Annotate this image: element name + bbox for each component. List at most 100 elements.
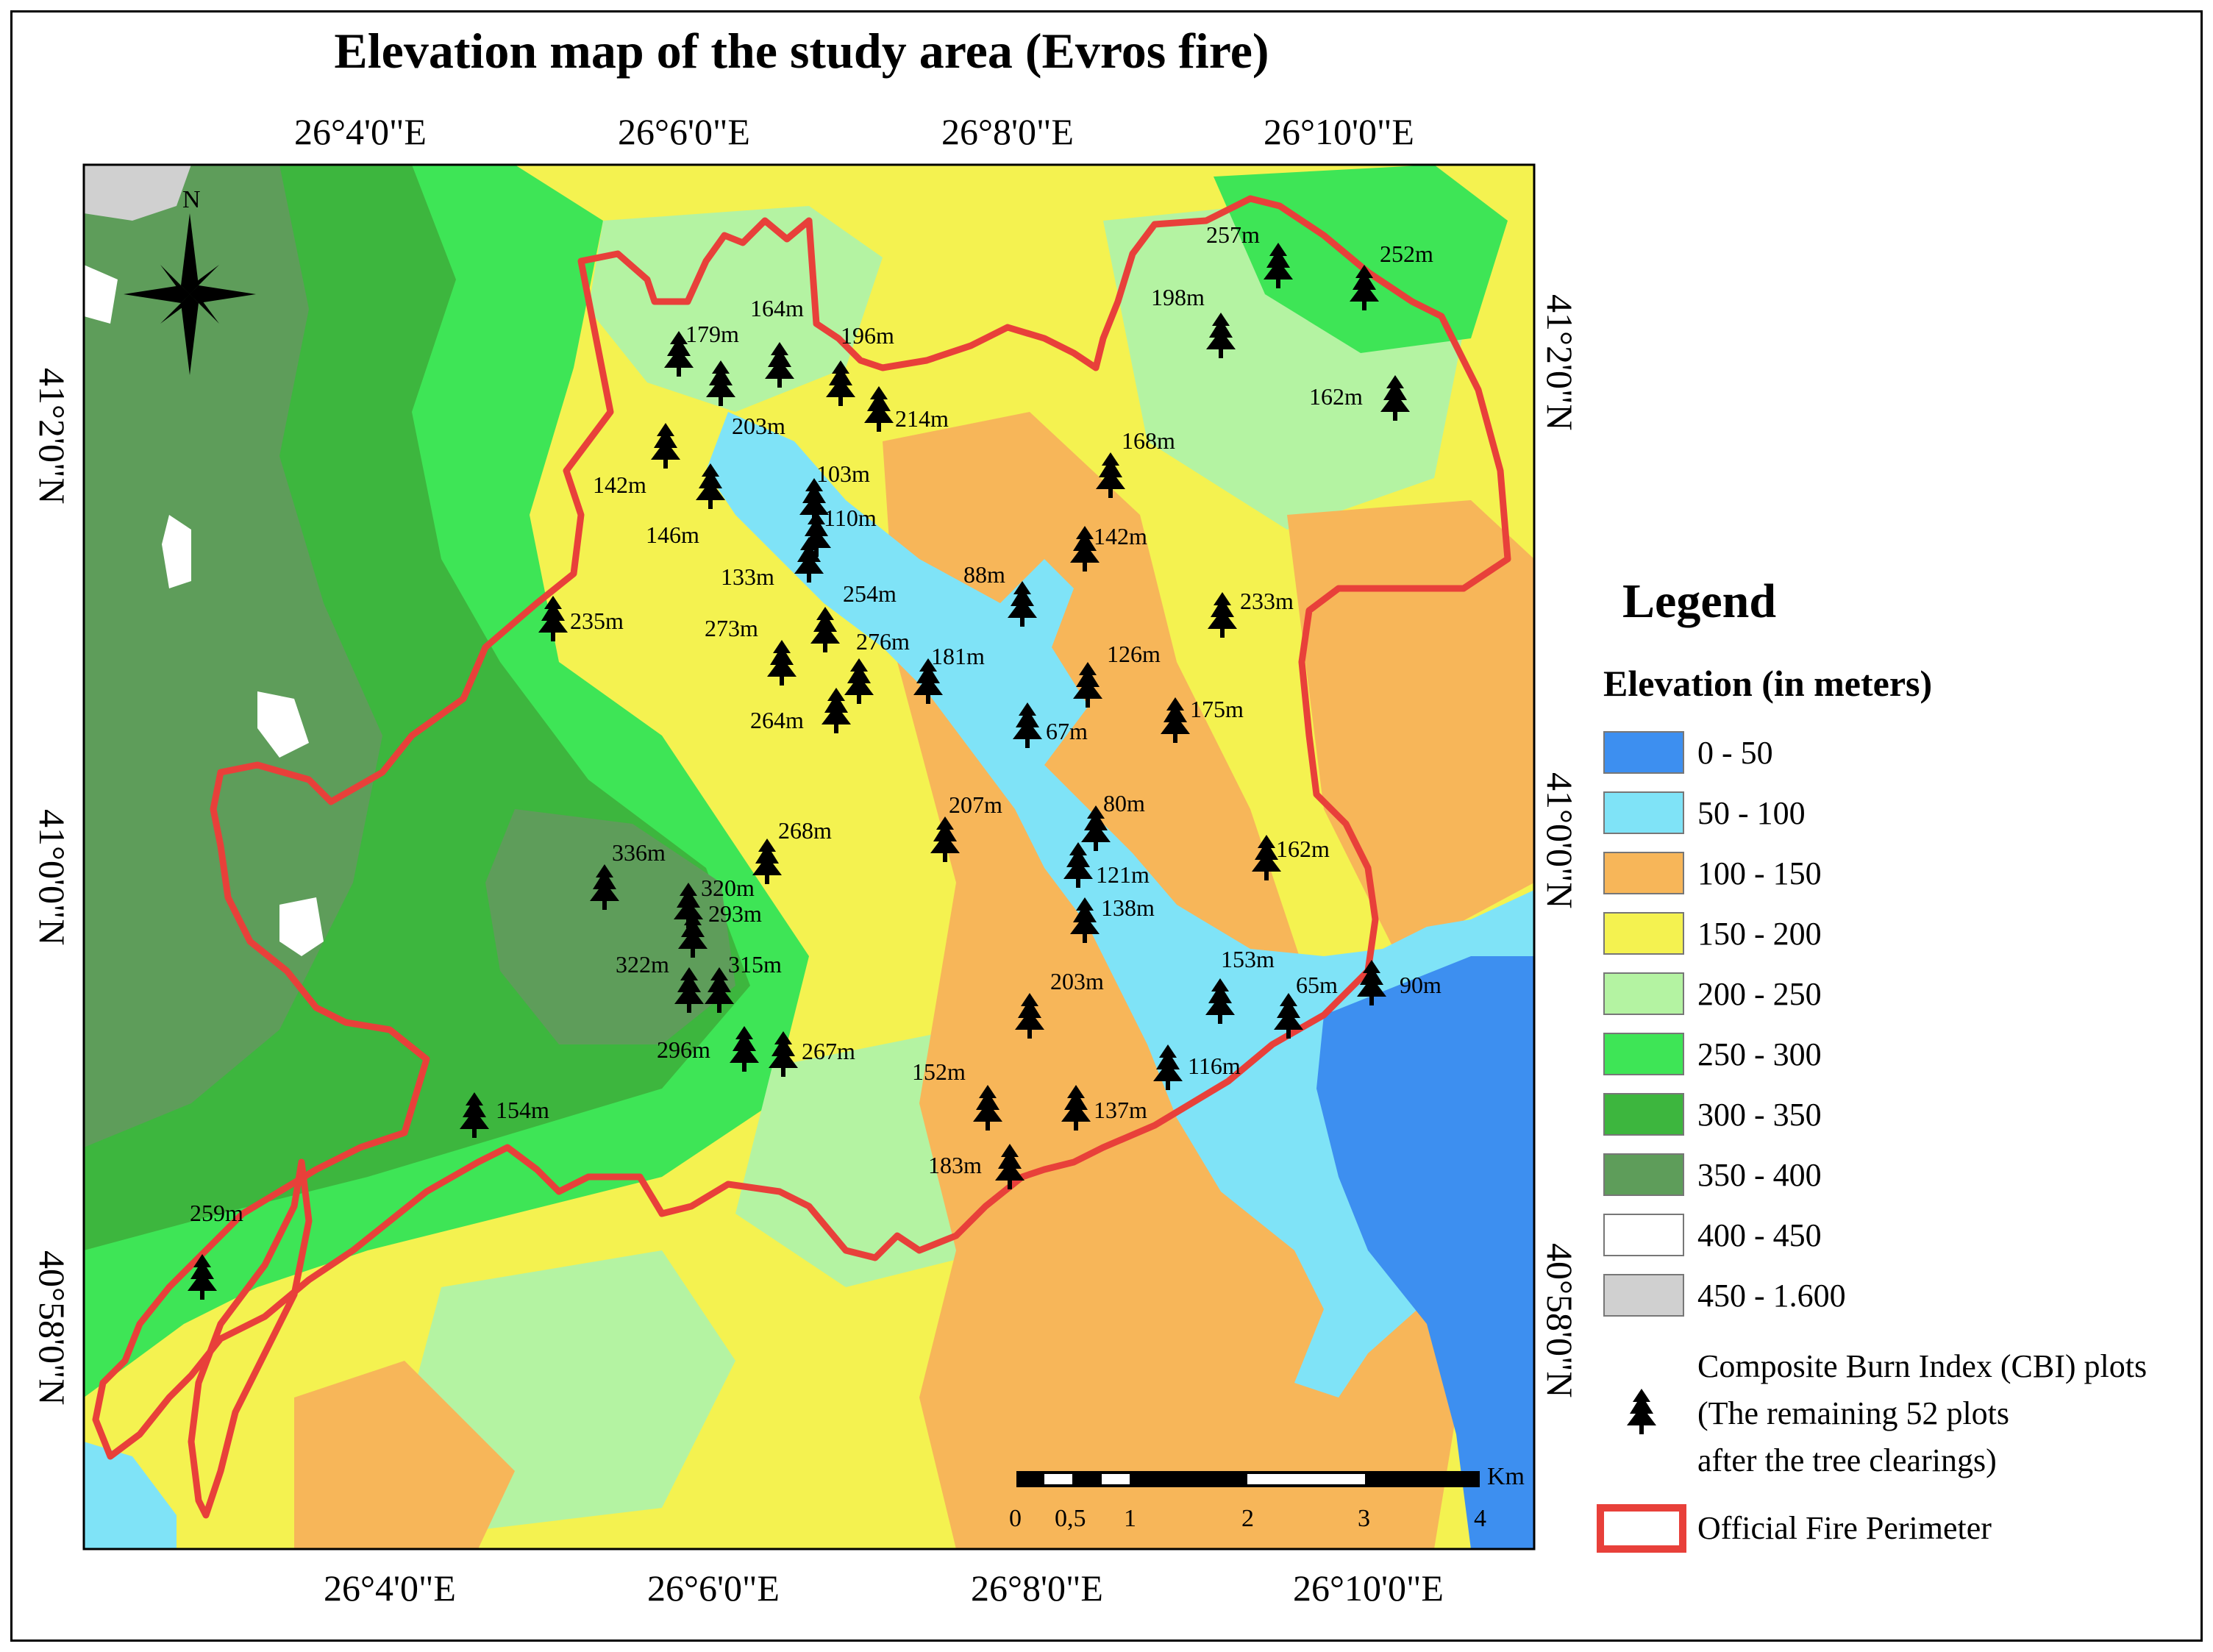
legend-class-label: 300 - 350 bbox=[1697, 1097, 1822, 1133]
scale-unit: Km bbox=[1487, 1463, 1525, 1490]
plot-label: 179m bbox=[685, 321, 739, 347]
plot-label: 203m bbox=[732, 413, 785, 439]
bottom-lon-label: 26°6'0"E bbox=[647, 1567, 780, 1609]
plot-label: 175m bbox=[1190, 696, 1244, 722]
legend-swatch bbox=[1603, 1274, 1684, 1317]
plot-label: 133m bbox=[721, 563, 774, 590]
tree-icon bbox=[1627, 1389, 1656, 1434]
plot-label: 196m bbox=[841, 322, 894, 349]
bottom-lon-label: 26°10'0"E bbox=[1293, 1567, 1444, 1609]
plot-label: 181m bbox=[931, 643, 985, 669]
legend-class-label: 0 - 50 bbox=[1697, 735, 1773, 771]
plot-label: 254m bbox=[843, 580, 897, 607]
plot-label: 116m bbox=[1188, 1053, 1241, 1079]
plot-label: 88m bbox=[963, 561, 1005, 588]
plot-label: 276m bbox=[856, 628, 910, 655]
plot-label: 146m bbox=[646, 521, 699, 548]
legend-elevation-title: Elevation (in meters) bbox=[1603, 663, 1933, 704]
plot-label: 153m bbox=[1221, 946, 1275, 972]
plot-label: 296m bbox=[657, 1036, 710, 1063]
plot-label: 183m bbox=[928, 1152, 982, 1178]
legend-title: Legend bbox=[1622, 574, 1777, 628]
plot-label: 267m bbox=[802, 1038, 855, 1064]
plot-label: 252m bbox=[1380, 241, 1433, 267]
bottom-lon-label: 26°8'0"E bbox=[971, 1567, 1103, 1609]
legend-class-label: 250 - 300 bbox=[1697, 1036, 1822, 1072]
scale-bar: 0 0,5 1 2 3 4 Km bbox=[1009, 1463, 1525, 1532]
plot-label: 315m bbox=[728, 951, 782, 978]
legend-class-label: 50 - 100 bbox=[1697, 795, 1806, 831]
plot-label: 121m bbox=[1096, 861, 1150, 888]
plot-label: 152m bbox=[912, 1058, 966, 1085]
legend-class-label: 100 - 150 bbox=[1697, 855, 1822, 891]
plot-label: 322m bbox=[616, 951, 669, 978]
plot-label: 110m bbox=[824, 505, 877, 531]
plot-label: 168m bbox=[1122, 427, 1175, 454]
plot-label: 320m bbox=[701, 875, 755, 901]
plot-label: 154m bbox=[496, 1097, 549, 1123]
top-lon-label: 26°4'0"E bbox=[294, 111, 427, 152]
plot-label: 142m bbox=[1094, 523, 1147, 549]
north-arrow-compass-icon: N bbox=[124, 186, 256, 375]
perimeter-legend-swatch bbox=[1597, 1504, 1686, 1553]
plot-label: 214m bbox=[895, 405, 949, 432]
legend-class-label: 450 - 1.600 bbox=[1697, 1278, 1846, 1314]
legend-cbi-label: Composite Burn Index (CBI) plots (The re… bbox=[1697, 1343, 2147, 1484]
plot-label: 233m bbox=[1240, 588, 1294, 614]
plot-label: 80m bbox=[1103, 790, 1145, 816]
plot-label: 207m bbox=[949, 791, 1002, 818]
plot-label: 126m bbox=[1107, 641, 1161, 667]
plot-label: 103m bbox=[816, 460, 870, 487]
legend-swatch bbox=[1603, 1153, 1684, 1196]
plot-label: 268m bbox=[778, 817, 832, 844]
plot-label: 90m bbox=[1400, 972, 1442, 998]
scale-tick: 2 bbox=[1241, 1505, 1254, 1532]
plot-label: 162m bbox=[1276, 836, 1330, 862]
bottom-lon-label: 26°4'0"E bbox=[324, 1567, 456, 1609]
plot-label: 138m bbox=[1101, 894, 1155, 921]
map-frame bbox=[10, 10, 2203, 1642]
legend-swatch bbox=[1603, 972, 1684, 1015]
scale-tick: 3 bbox=[1358, 1505, 1370, 1532]
plot-label: 137m bbox=[1094, 1097, 1147, 1123]
legend-swatch bbox=[1603, 1093, 1684, 1136]
cbi-plot-markers: 257m 252m 198m 179m 164m 196m 162m 203m … bbox=[188, 221, 1442, 1300]
legend-class-label: 150 - 200 bbox=[1697, 916, 1822, 952]
legend-swatch bbox=[1603, 1214, 1684, 1256]
legend-swatch bbox=[1603, 852, 1684, 894]
map-title: Elevation map of the study area (Evros f… bbox=[334, 23, 1269, 79]
legend-class-label: 200 - 250 bbox=[1697, 976, 1822, 1012]
plot-label: 142m bbox=[593, 471, 646, 498]
legend-cbi-line: (The remaining 52 plots bbox=[1697, 1395, 2010, 1431]
top-lon-label: 26°6'0"E bbox=[618, 111, 750, 152]
plot-label: 235m bbox=[570, 608, 624, 634]
plot-label: 164m bbox=[750, 295, 804, 321]
legend-cbi-line: Composite Burn Index (CBI) plots bbox=[1697, 1348, 2148, 1384]
legend-class-label: 350 - 400 bbox=[1697, 1157, 1822, 1193]
legend-swatch bbox=[1603, 912, 1684, 955]
legend-perimeter-label: Official Fire Perimeter bbox=[1697, 1510, 1992, 1546]
plot-label: 273m bbox=[705, 615, 758, 641]
plot-label: 293m bbox=[708, 900, 762, 927]
plot-label: 198m bbox=[1151, 284, 1205, 310]
legend-swatch bbox=[1603, 731, 1684, 774]
top-lon-label: 26°10'0"E bbox=[1264, 111, 1414, 152]
plot-label: 257m bbox=[1206, 221, 1260, 248]
plot-label: 203m bbox=[1050, 968, 1104, 994]
legend-class-label: 400 - 450 bbox=[1697, 1217, 1822, 1253]
scale-tick: 4 bbox=[1474, 1505, 1486, 1532]
plot-label: 162m bbox=[1309, 383, 1363, 410]
scale-tick: 0 bbox=[1009, 1505, 1022, 1532]
scale-tick: 0,5 bbox=[1055, 1505, 1086, 1532]
plot-label: 336m bbox=[612, 839, 666, 866]
fire-perimeter bbox=[92, 195, 1511, 1460]
top-lon-label: 26°8'0"E bbox=[941, 111, 1074, 152]
fire-perimeter-strip bbox=[188, 1158, 313, 1519]
plot-label: 67m bbox=[1046, 718, 1088, 744]
plot-label: 259m bbox=[190, 1200, 243, 1226]
legend-cbi-line: after the tree clearings) bbox=[1697, 1442, 1997, 1478]
north-label: N bbox=[182, 186, 201, 213]
scale-tick: 1 bbox=[1124, 1505, 1136, 1532]
plot-label: 65m bbox=[1296, 972, 1338, 998]
